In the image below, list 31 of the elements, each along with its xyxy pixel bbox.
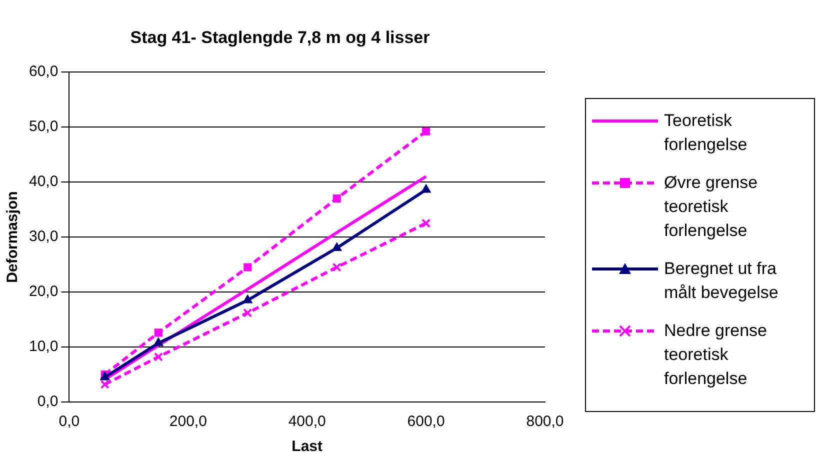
y-tick-label: 20,0: [28, 283, 58, 300]
legend-label: Beregnet ut fra målt bevegelse: [664, 258, 780, 304]
x-tick-label: 200,0: [169, 413, 207, 430]
x-axis-title: Last: [292, 438, 323, 456]
x-tick-label: 400,0: [288, 413, 326, 430]
y-tick-label: 0,0: [37, 393, 58, 410]
point: [422, 218, 431, 228]
point: [332, 242, 342, 251]
point: [242, 294, 252, 304]
point: [422, 127, 430, 136]
point: [332, 194, 341, 203]
point: [154, 352, 163, 362]
y-tick-label: 30,0: [28, 228, 58, 246]
point: [154, 338, 164, 346]
y-tick-label: 50,0: [28, 118, 58, 136]
x-tick-label: 0,0: [58, 413, 80, 430]
y-tick-label: 10,0: [28, 338, 58, 356]
x-tick-label: 800,0: [526, 413, 564, 430]
point: [154, 328, 162, 337]
y-axis-title: Deformasjon: [4, 191, 22, 283]
point: [421, 184, 431, 193]
x-tick-label: 600,0: [407, 413, 445, 430]
legend-label: Øvre grense teoretisk forlengelse: [664, 172, 759, 242]
legend-label: Nedre grense teoretisk forlengelse: [664, 320, 768, 390]
chart-title: Stag 41- Staglengde 7,8 m og 4 lisser: [129, 28, 431, 48]
point: [243, 308, 252, 318]
point: [244, 263, 252, 272]
y-tick-label: 60,0: [28, 63, 58, 80]
y-tick-label: 40,0: [28, 173, 58, 190]
point: [332, 262, 342, 272]
legend-label: Teoretisk forlengelse: [664, 110, 748, 156]
